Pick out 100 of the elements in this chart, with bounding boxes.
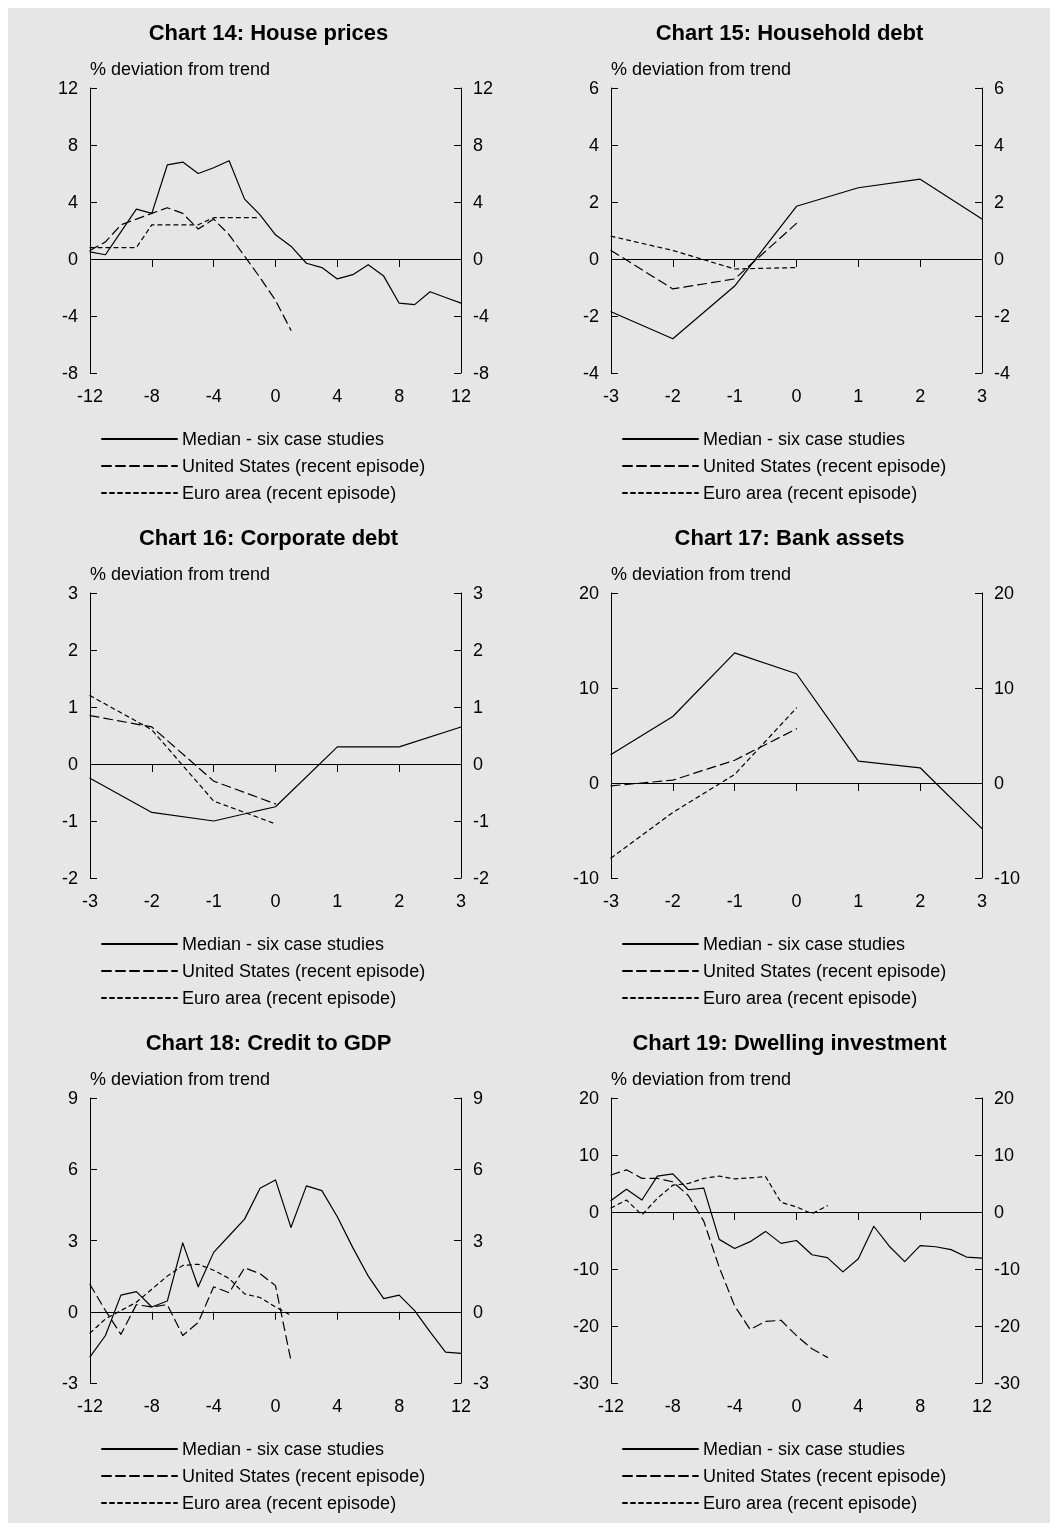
y2-tick-label: 2 (994, 192, 1005, 212)
x-tick-label: -12 (597, 1396, 625, 1416)
legend-label: Euro area (recent episode) (182, 1493, 397, 1513)
y-tick-label: -8 (61, 363, 78, 383)
x-tick-label: -4 (205, 1396, 222, 1416)
x-tick-label: -1 (726, 891, 743, 911)
chart-title: Chart 16: Corporate debt (138, 524, 399, 550)
y2-tick-label: -1 (473, 811, 490, 831)
y2-tick-label: 3 (473, 1230, 484, 1251)
y2-tick-label: 10 (994, 1145, 1015, 1165)
y2-tick-label: -30 (994, 1373, 1021, 1393)
legend-label: Euro area (recent episode) (703, 988, 918, 1008)
legend-label: Euro area (recent episode) (182, 483, 397, 503)
y-tick-label: 20 (578, 583, 599, 603)
y-tick-label: -3 (61, 1373, 78, 1393)
legend-label: United States (recent episode) (182, 456, 426, 476)
y2-tick-label: 20 (994, 1088, 1015, 1108)
legend-label: Median - six case studies (703, 934, 906, 954)
y-tick-label: 0 (67, 754, 78, 774)
y-tick-label: -30 (572, 1373, 599, 1393)
x-tick-label: 3 (455, 891, 467, 911)
x-tick-label: -12 (76, 386, 104, 406)
x-tick-label: 8 (394, 386, 405, 406)
x-tick-label: -12 (76, 1396, 104, 1416)
x-tick-label: -8 (664, 1396, 681, 1416)
y-tick-label: 4 (588, 135, 599, 155)
legend-label: United States (recent episode) (703, 456, 947, 476)
x-tick-label: 1 (853, 386, 864, 406)
y2-tick-label: -2 (473, 868, 490, 888)
chart-title: Chart 17: Bank assets (674, 524, 905, 550)
legend-label: United States (recent episode) (703, 1466, 947, 1486)
x-tick-label: -3 (602, 386, 620, 406)
y2-tick-label: 4 (994, 135, 1005, 155)
x-tick-label: 4 (332, 1396, 343, 1416)
y-tick-label: 10 (578, 1145, 599, 1165)
legend-label: United States (recent episode) (703, 961, 947, 981)
x-tick-label: 0 (791, 891, 802, 911)
y-tick-label: 4 (67, 192, 78, 212)
legend-label: Median - six case studies (703, 429, 906, 449)
y-tick-label: -2 (61, 868, 78, 888)
y2-tick-label: -20 (994, 1316, 1021, 1336)
y-tick-label: -10 (572, 868, 599, 888)
x-tick-label: -4 (205, 386, 222, 406)
legend-label: Euro area (recent episode) (703, 483, 918, 503)
y-tick-label: -1 (61, 811, 78, 831)
legend-label: Euro area (recent episode) (703, 1493, 918, 1513)
y-axis-title: % deviation from trend (611, 59, 792, 79)
x-tick-label: 0 (270, 891, 281, 911)
y-axis-title: % deviation from trend (611, 564, 792, 584)
y-tick-label: 1 (67, 697, 78, 717)
x-tick-label: 12 (450, 1396, 472, 1416)
x-tick-label: 2 (915, 891, 926, 911)
y-tick-label: 0 (67, 1301, 78, 1322)
y-tick-label: -4 (582, 363, 599, 383)
x-tick-label: -2 (143, 891, 160, 911)
y2-tick-label: -4 (473, 306, 490, 326)
x-tick-label: -2 (664, 386, 681, 406)
y-tick-label: 20 (578, 1088, 599, 1108)
y-axis-title: % deviation from trend (90, 59, 271, 79)
y-tick-label: 0 (588, 249, 599, 269)
x-tick-label: 3 (976, 891, 988, 911)
y2-tick-label: -4 (994, 363, 1011, 383)
y-tick-label: -20 (572, 1316, 599, 1336)
y2-tick-label: 9 (473, 1088, 484, 1108)
y-tick-label: 12 (57, 78, 78, 98)
legend-label: Median - six case studies (182, 429, 385, 449)
x-tick-label: -2 (664, 891, 681, 911)
y2-tick-label: 12 (473, 78, 494, 98)
y2-tick-label: 0 (473, 1301, 484, 1322)
y-tick-label: 6 (67, 1159, 78, 1180)
x-tick-label: 2 (394, 891, 405, 911)
chart-title: Chart 15: Household debt (655, 19, 925, 45)
x-tick-label: 8 (915, 1396, 926, 1416)
y-tick-label: -10 (572, 1259, 599, 1279)
x-tick-label: 4 (332, 386, 343, 406)
y-tick-label: -4 (61, 306, 78, 326)
x-tick-label: -4 (726, 1396, 743, 1416)
chart-title: Chart 18: Credit to GDP (145, 1029, 392, 1055)
legend-label: Median - six case studies (182, 1439, 385, 1459)
y-tick-label: 3 (67, 583, 78, 603)
x-tick-label: -3 (81, 891, 99, 911)
x-tick-label: 0 (791, 386, 802, 406)
x-tick-label: 3 (976, 386, 988, 406)
y-axis-title: % deviation from trend (611, 1069, 792, 1089)
y2-tick-label: 8 (473, 135, 484, 155)
x-tick-label: -3 (602, 891, 620, 911)
y-axis-title: % deviation from trend (90, 564, 271, 584)
y2-tick-label: 1 (473, 697, 484, 717)
y-tick-label: 2 (67, 640, 78, 660)
y2-tick-label: -3 (473, 1373, 490, 1393)
y2-tick-label: 10 (994, 678, 1015, 698)
y2-tick-label: 6 (994, 78, 1005, 98)
y-tick-label: 2 (588, 192, 599, 212)
y2-tick-label: 0 (994, 249, 1005, 269)
legend-label: Median - six case studies (182, 934, 385, 954)
y-tick-label: 3 (67, 1230, 78, 1251)
y2-tick-label: 6 (473, 1159, 484, 1180)
chart-title: Chart 19: Dwelling investment (632, 1029, 948, 1055)
x-tick-label: 12 (971, 1396, 993, 1416)
y2-tick-label: 20 (994, 583, 1015, 603)
